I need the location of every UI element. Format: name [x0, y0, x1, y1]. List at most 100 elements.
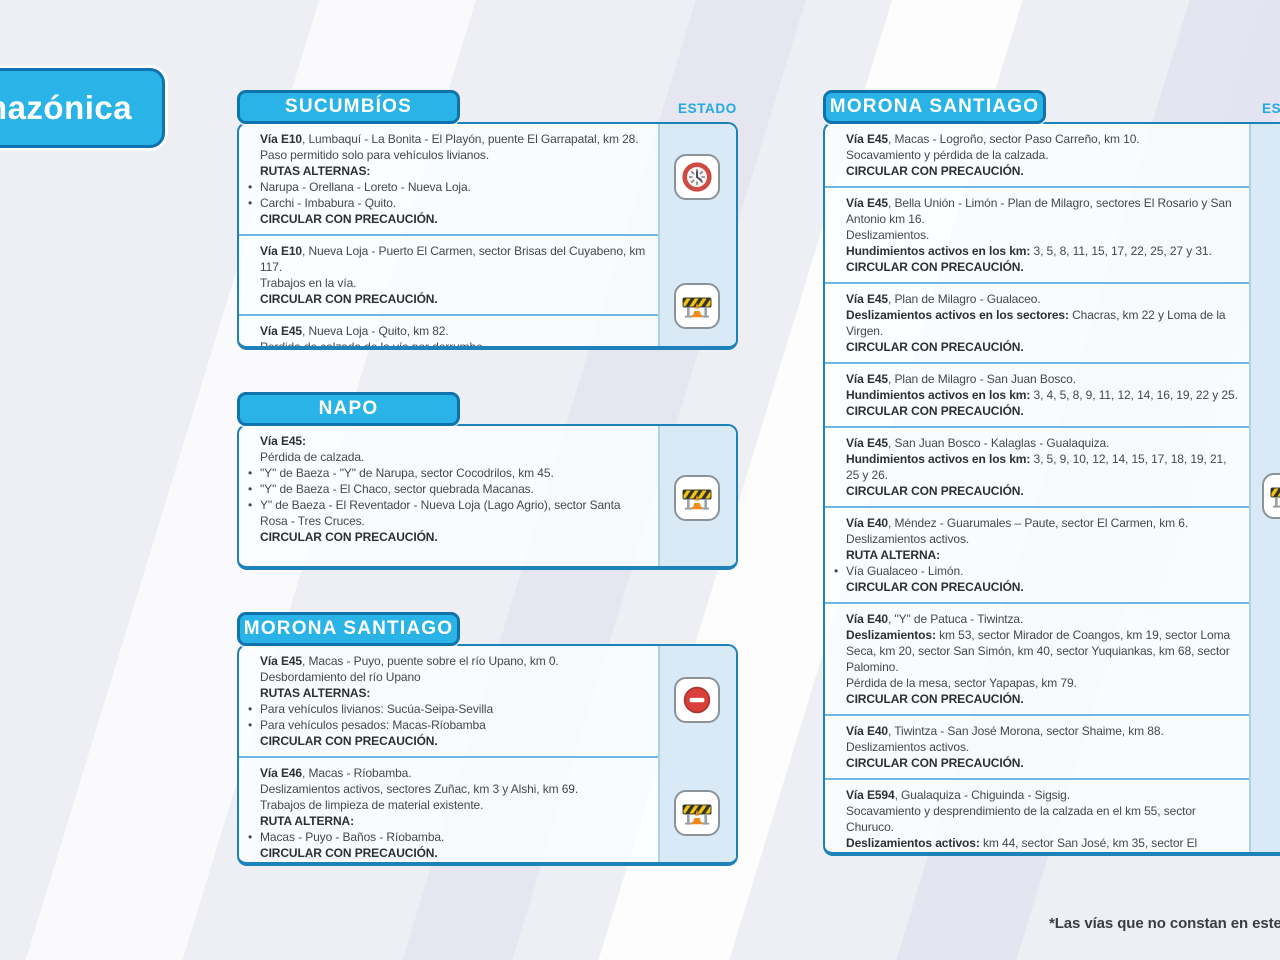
text-line: CIRCULAR CON PRECAUCIÓN. — [846, 580, 1024, 594]
text-line: Deslizamientos activos. — [846, 532, 970, 546]
text-line: Vía Gualaceo - Limón. — [834, 563, 1241, 579]
road-status-rows: Vía E45: Pérdida de calzada."Y" de Baeza … — [239, 426, 658, 566]
text-line: Vía E45, Bella Unión - Limón - Plan de M… — [846, 196, 1232, 226]
panel-body: Vía E45, Macas - Logroño, sector Paso Ca… — [823, 122, 1280, 856]
panel-header-tab: MORONA SANTIAGO — [237, 612, 460, 646]
text-line: Para vehículos livianos: Sucúa-Seipa-Sev… — [248, 701, 650, 717]
text-line: Deslizamientos. — [846, 228, 930, 242]
text-line: Vía E45, Nueva Loja - Quito, km 82. — [260, 324, 449, 338]
panel-body: Vía E45, Macas - Puyo, puente sobre el r… — [237, 644, 738, 866]
text-line: Vía E40, "Y" de Patuca - Tiwintza. — [846, 612, 1024, 626]
road-status-rows: Vía E45, Macas - Puyo, puente sobre el r… — [239, 646, 658, 862]
road-status-row: Vía E45, Macas - Puyo, puente sobre el r… — [239, 646, 658, 756]
text-line: Socavamiento y pérdida de la calzada. — [846, 148, 1049, 162]
text-line: Vía E46, Macas - Ríobamba. — [260, 766, 412, 780]
road-status-row: Vía E45: Pérdida de calzada."Y" de Baeza … — [239, 426, 658, 552]
text-line: Deslizamientos activos: km 44, sector Sa… — [846, 836, 1198, 850]
text-line: Socavamiento y desprendimiento de la cal… — [846, 804, 1196, 834]
text-line: Narupa - Orellana - Loreto - Nueva Loja. — [248, 179, 650, 195]
text-line: Deslizamientos activos, sectores Zuñac, … — [260, 782, 579, 796]
road-status-row: Vía E45, Macas - Logroño, sector Paso Ca… — [825, 124, 1249, 186]
road-status-row: Vía E45, Bella Unión - Limón - Plan de M… — [825, 186, 1249, 282]
text-line: Vía E45, Plan de Milagro - San Juan Bosc… — [846, 372, 1076, 386]
road-status-row: Vía E45, Plan de Milagro - Gualaceo. Desl… — [825, 282, 1249, 362]
road-status-row: Vía E40, Méndez - Guarumales – Paute, se… — [825, 506, 1249, 602]
estado-column-label: ESTADO — [1262, 101, 1280, 116]
road-status-rows: Vía E10, Lumbaquí - La Bonita - El Playó… — [239, 124, 658, 346]
text-line: CIRCULAR CON PRECAUCIÓN. — [846, 484, 1024, 498]
panel-title: MORONA SANTIAGO — [243, 618, 454, 639]
text-line: CIRCULAR CON PRECAUCIÓN. — [846, 260, 1024, 274]
road-status-row: Vía E10, Nueva Loja - Puerto El Carmen, … — [239, 234, 658, 314]
road-status-row: Vía E40, "Y" de Patuca - Tiwintza. Desliz… — [825, 602, 1249, 714]
text-line: CIRCULAR CON PRECAUCIÓN. — [846, 756, 1024, 770]
text-line: CIRCULAR CON PRECAUCIÓN. — [260, 734, 438, 748]
road-closed-icon — [674, 677, 720, 723]
text-line: Y" de Baeza - El Reventador - Nueva Loja… — [248, 497, 650, 529]
text-line: Vía E45: — [260, 434, 306, 448]
text-line: Vía E45, San Juan Bosco - Kalaglas - Gua… — [846, 436, 1110, 450]
road-status-row: Vía E45, Plan de Milagro - San Juan Bosc… — [825, 362, 1249, 426]
panel-title: NAPO — [318, 398, 379, 419]
clock-icon — [674, 154, 720, 200]
panel-title: SUCUMBÍOS — [285, 96, 412, 117]
text-line: Vía E45, Macas - Puyo, puente sobre el r… — [260, 654, 559, 668]
text-line: Pérdida de la mesa, sector Yapapas, km 7… — [846, 676, 1077, 690]
estado-column — [658, 426, 736, 566]
text-line: Trabajos en la vía. — [260, 276, 357, 290]
text-line: RUTAS ALTERNAS: — [260, 164, 371, 178]
estado-column — [1249, 124, 1280, 852]
footnote: *Las vías que no constan en este re — [1049, 915, 1280, 932]
text-line: Hundimientos activos en los km: 3, 4, 5,… — [846, 388, 1238, 402]
panel-header-tab: NAPO — [237, 392, 460, 426]
text-line: Deslizamientos activos en los sectores: … — [846, 308, 1226, 338]
panel-header-tab: MORONA SANTIAGO — [823, 90, 1046, 124]
panel-header-tab: SUCUMBÍOS — [237, 90, 460, 124]
text-line: Hundimientos activos en los km: 3, 5, 8,… — [846, 244, 1212, 258]
text-line: RUTA ALTERNA: — [260, 814, 355, 828]
road-status-row: Vía E45, Nueva Loja - Quito, km 82. Perdi… — [239, 314, 658, 350]
text-line: RUTA ALTERNA: — [846, 548, 941, 562]
text-line: Hundimientos activos en los km: 3, 5, 9,… — [846, 452, 1227, 482]
text-line: CIRCULAR CON PRECAUCIÓN. — [260, 530, 438, 544]
text-line: Desbordamiento del río Upano — [260, 670, 421, 684]
text-line: Pérdida de calzada. — [260, 450, 365, 464]
estado-column — [658, 646, 736, 862]
panel-body: Vía E10, Lumbaquí - La Bonita - El Playó… — [237, 122, 738, 350]
text-line: Para vehículos pesados: Macas-Ríobamba — [248, 717, 650, 733]
text-line: RUTAS ALTERNAS: — [260, 686, 371, 700]
text-line: Vía E45, Macas - Logroño, sector Paso Ca… — [846, 132, 1140, 146]
text-line: Vía E40, Tiwintza - San José Morona, sec… — [846, 724, 1164, 738]
text-line: Paso permitido solo para vehículos livia… — [260, 148, 490, 162]
road-status-row: Vía E40, Tiwintza - San José Morona, sec… — [825, 714, 1249, 778]
construction-barrier-icon — [674, 283, 720, 329]
road-status-row: Vía E45, San Juan Bosco - Kalaglas - Gua… — [825, 426, 1249, 506]
text-line: CIRCULAR CON PRECAUCIÓN. — [260, 212, 438, 226]
estado-column — [658, 124, 736, 346]
panel-body: Vía E45: Pérdida de calzada."Y" de Baeza … — [237, 424, 738, 570]
text-line: CIRCULAR CON PRECAUCIÓN. — [846, 340, 1024, 354]
text-line: CIRCULAR CON PRECAUCIÓN. — [260, 846, 438, 860]
text-line: CIRCULAR CON PRECAUCIÓN. — [846, 404, 1024, 418]
construction-barrier-icon — [1262, 473, 1280, 519]
text-line: Macas - Puyo - Baños - Ríobamba. — [248, 829, 650, 845]
text-line: CIRCULAR CON PRECAUCIÓN. — [846, 692, 1024, 706]
text-line: CIRCULAR CON PRECAUCIÓN. — [260, 292, 438, 306]
text-line: Vía E40, Méndez - Guarumales – Paute, se… — [846, 516, 1189, 530]
text-line: Perdida de calzada de la vía por derrumb… — [260, 340, 486, 350]
region-title-box: amazónica — [0, 68, 165, 148]
text-line: Vía E10, Lumbaquí - La Bonita - El Playó… — [260, 132, 639, 146]
text-line: "Y" de Baeza - "Y" de Narupa, sector Coc… — [248, 465, 650, 481]
estado-column-label: ESTADO — [678, 101, 737, 116]
panel-title: MORONA SANTIAGO — [829, 96, 1040, 117]
text-line: Trabajos de limpieza de material existen… — [260, 798, 484, 812]
road-status-rows: Vía E45, Macas - Logroño, sector Paso Ca… — [825, 124, 1249, 852]
text-line: Vía E10, Nueva Loja - Puerto El Carmen, … — [260, 244, 646, 274]
text-line: Deslizamientos: km 53, sector Mirador de… — [846, 628, 1231, 674]
construction-barrier-icon — [674, 475, 720, 521]
text-line: Carchi - Imbabura - Quito. — [248, 195, 650, 211]
road-status-row: Vía E10, Lumbaquí - La Bonita - El Playó… — [239, 124, 658, 234]
road-status-row: Vía E46, Macas - Ríobamba. Deslizamientos… — [239, 756, 658, 862]
text-line: Vía E594, Gualaquiza - Chiguinda - Sigsi… — [846, 788, 1070, 802]
